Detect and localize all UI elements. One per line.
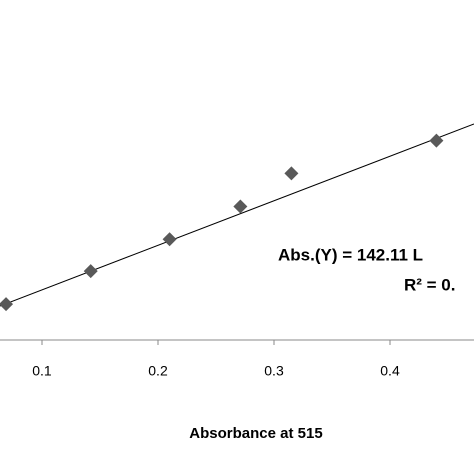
- x-tick-label: 0.4: [380, 363, 400, 379]
- x-tick-label: 0.3: [264, 363, 284, 379]
- x-tick-label: 0.2: [148, 363, 168, 379]
- annotation: Abs.(Y) = 142.11 L: [278, 245, 423, 264]
- data-point: [284, 166, 299, 181]
- data-point: [162, 232, 177, 247]
- x-tick-label: 0.1: [32, 363, 52, 379]
- data-point: [0, 297, 14, 312]
- annotation: R² = 0.: [404, 275, 456, 294]
- x-axis-label: Absorbance at 515: [189, 425, 322, 442]
- trendline: [0, 123, 474, 307]
- data-point: [233, 199, 248, 214]
- data-point: [429, 133, 444, 148]
- data-point: [83, 264, 98, 279]
